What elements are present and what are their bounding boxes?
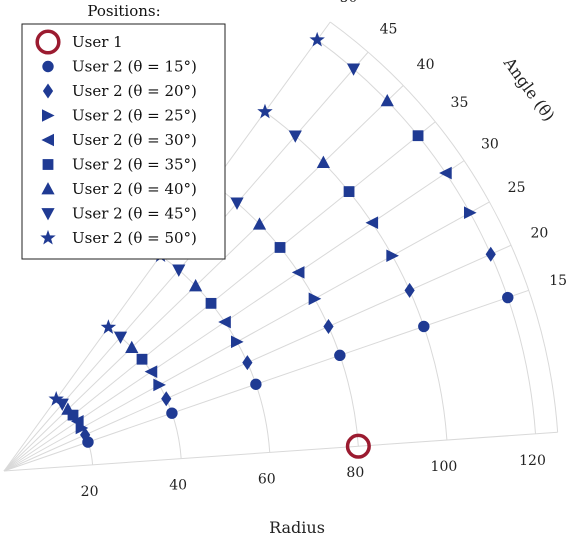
data-point-user2 bbox=[316, 155, 330, 168]
data-point-user2 bbox=[166, 407, 178, 419]
data-point-user2 bbox=[291, 266, 305, 279]
legend-marker bbox=[42, 60, 54, 73]
angle-tick-label: 50 bbox=[340, 0, 358, 6]
legend-label: User 2 (θ = 30°) bbox=[72, 131, 197, 149]
legend-label: User 2 (θ = 40°) bbox=[72, 180, 197, 198]
legend-label: User 2 (θ = 15°) bbox=[72, 58, 197, 76]
angle-tick-label: 20 bbox=[530, 226, 548, 242]
angle-axis-title: Angle (θ) bbox=[499, 53, 558, 125]
data-point-user2 bbox=[386, 249, 399, 263]
legend: Positions: User 1 User 2 (θ = 15°) User 2 … bbox=[21, 2, 226, 260]
data-point-user2 bbox=[257, 103, 273, 119]
radius-tick-label: 20 bbox=[81, 484, 99, 500]
data-point-user2 bbox=[252, 217, 267, 230]
data-point-user2 bbox=[230, 335, 244, 349]
legend-label: User 2 (θ = 35°) bbox=[72, 156, 197, 174]
legend-marker bbox=[42, 109, 55, 122]
legend-label: User 2 (θ = 45°) bbox=[72, 205, 197, 223]
legend-marker bbox=[42, 159, 54, 170]
data-point-user2 bbox=[346, 63, 361, 76]
data-point-user2 bbox=[308, 292, 322, 306]
data-point-user2 bbox=[418, 320, 430, 333]
tick-labels: 2040608010012001520253035404550 bbox=[81, 0, 567, 500]
radius-tick-label: 40 bbox=[169, 478, 187, 494]
data-point-user2 bbox=[144, 365, 158, 378]
angle-tick-label: 35 bbox=[451, 95, 469, 111]
data-point-user2 bbox=[412, 130, 424, 142]
radius-tick-label: 100 bbox=[431, 459, 458, 475]
data-point-user2 bbox=[404, 282, 415, 298]
data-point-user2 bbox=[343, 186, 355, 197]
data-point-user2 bbox=[71, 415, 84, 428]
data-point-user2 bbox=[230, 197, 244, 210]
data-point-user2 bbox=[61, 402, 75, 415]
legend-marker bbox=[40, 229, 56, 245]
angle-gridline bbox=[3, 244, 512, 472]
angle-tick-label: 25 bbox=[508, 180, 526, 196]
legend-marker bbox=[41, 208, 55, 221]
angle-gridline bbox=[3, 431, 558, 472]
angle-tick-label: 15 bbox=[549, 273, 567, 289]
legend-label: User 2 (θ = 50°) bbox=[72, 229, 197, 247]
legend-box bbox=[21, 23, 226, 260]
data-point-user2 bbox=[189, 279, 203, 292]
angle-tick-label: 40 bbox=[417, 57, 435, 73]
data-point-user2 bbox=[334, 349, 346, 362]
data-point-user2 bbox=[463, 206, 477, 219]
radius-tick-label: 120 bbox=[519, 453, 546, 469]
angle-gridline bbox=[3, 201, 490, 472]
data-point-user2 bbox=[48, 391, 64, 406]
radius-tick-label: 60 bbox=[258, 471, 276, 487]
data-point-user2 bbox=[380, 93, 394, 107]
radius-axis-title: Radius bbox=[269, 518, 325, 537]
legend-marker bbox=[42, 83, 54, 99]
legend-marker bbox=[41, 133, 54, 147]
data-point-user2 bbox=[365, 216, 379, 230]
data-point-user2 bbox=[153, 378, 166, 392]
legend-entries: User 1 User 2 (θ = 15°) User 2 (θ = 20°) Us… bbox=[35, 29, 197, 247]
data-point-user2 bbox=[274, 242, 286, 253]
data-point-user2 bbox=[250, 378, 262, 390]
data-point-user2 bbox=[161, 391, 172, 407]
angle-gridline bbox=[3, 85, 404, 472]
angle-tick-label: 30 bbox=[481, 136, 499, 152]
data-point-user2 bbox=[242, 355, 253, 371]
data-point-user2 bbox=[125, 340, 139, 354]
data-point-user2 bbox=[485, 246, 496, 262]
data-point-user2 bbox=[113, 331, 128, 344]
data-point-user2 bbox=[309, 31, 325, 47]
data-point-user2 bbox=[439, 166, 452, 180]
legend-label: User 1 bbox=[72, 33, 123, 51]
legend-title: Positions: bbox=[87, 2, 160, 20]
legend-marker bbox=[35, 29, 61, 55]
legend-marker bbox=[41, 182, 55, 195]
data-point-user2 bbox=[100, 319, 117, 334]
radius-tick-label: 80 bbox=[346, 465, 364, 481]
data-point-user1 bbox=[345, 433, 371, 459]
data-point-user2 bbox=[502, 291, 514, 304]
angle-tick-label: 45 bbox=[380, 22, 398, 38]
legend-label: User 2 (θ = 25°) bbox=[72, 107, 197, 125]
data-point-user2 bbox=[136, 353, 148, 365]
legend-label: User 2 (θ = 20°) bbox=[72, 82, 197, 100]
data-point-user2 bbox=[172, 264, 186, 277]
data-point-user2 bbox=[323, 319, 334, 335]
data-point-user2 bbox=[80, 427, 91, 443]
data-point-user2 bbox=[218, 315, 231, 329]
data-point-user2 bbox=[288, 130, 302, 143]
data-point-user2 bbox=[205, 297, 217, 309]
data-point-user2 bbox=[67, 409, 79, 421]
